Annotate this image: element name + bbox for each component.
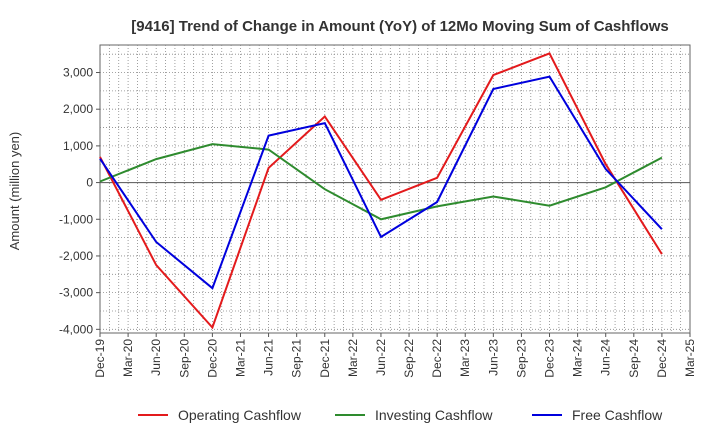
y-tick-label: -2,000 <box>59 249 93 263</box>
legend-label: Free Cashflow <box>572 407 663 423</box>
y-tick-label: -1,000 <box>59 212 93 226</box>
x-tick-label: Jun-21 <box>262 339 276 376</box>
x-tick-label: Mar-24 <box>571 339 585 377</box>
y-tick-label: -3,000 <box>59 286 93 300</box>
x-tick-label: Mar-20 <box>121 339 135 377</box>
x-tick-label: Jun-23 <box>486 339 500 376</box>
x-tick-label: Jun-24 <box>599 339 613 376</box>
operating-cashflow-line <box>99 52 663 330</box>
free-cashflow-line <box>99 75 663 290</box>
plot-area: 3,000 2,000 1,000 0 -1,000 -2,000 -3,000 -4,000… <box>59 44 697 378</box>
x-tick-label: Jun-22 <box>374 339 388 376</box>
plot-frame <box>99 44 691 334</box>
y-tick-label: -4,000 <box>59 322 93 336</box>
x-tick-label: Mar-23 <box>458 339 472 377</box>
chart-title: [9416] Trend of Change in Amount (YoY) o… <box>131 18 669 35</box>
x-tick-label: Sep-24 <box>627 339 641 378</box>
legend-label: Operating Cashflow <box>178 407 302 423</box>
x-tick-label: Dec-24 <box>655 339 669 378</box>
x-tick-label: Sep-21 <box>290 339 304 378</box>
x-tick-label: Sep-23 <box>514 339 528 378</box>
x-tick-label: Mar-25 <box>683 339 697 377</box>
x-tick-label: Dec-20 <box>205 339 219 378</box>
legend-label: Investing Cashflow <box>375 407 493 423</box>
x-tick-label: Mar-21 <box>233 339 247 377</box>
x-tick-label: Mar-22 <box>346 339 360 377</box>
y-axis-label: Amount (million yen) <box>7 132 22 251</box>
y-tick-label: 3,000 <box>63 66 93 80</box>
y-tick-label: 1,000 <box>63 139 93 153</box>
y-tick-label: 2,000 <box>63 102 93 116</box>
x-tick-label: Jun-20 <box>149 339 163 376</box>
x-tick-label: Dec-22 <box>430 339 444 378</box>
x-tick-label: Dec-23 <box>543 339 557 378</box>
legend: Operating Cashflow Investing Cashflow Free… <box>138 407 663 423</box>
investing-cashflow-line <box>99 143 663 221</box>
x-tick-label: Sep-22 <box>402 339 416 378</box>
x-tick-label: Sep-20 <box>177 339 191 378</box>
y-tick-label: 0 <box>86 176 93 190</box>
x-tick-label: Dec-21 <box>318 339 332 378</box>
x-tick-label: Dec-19 <box>93 339 107 378</box>
